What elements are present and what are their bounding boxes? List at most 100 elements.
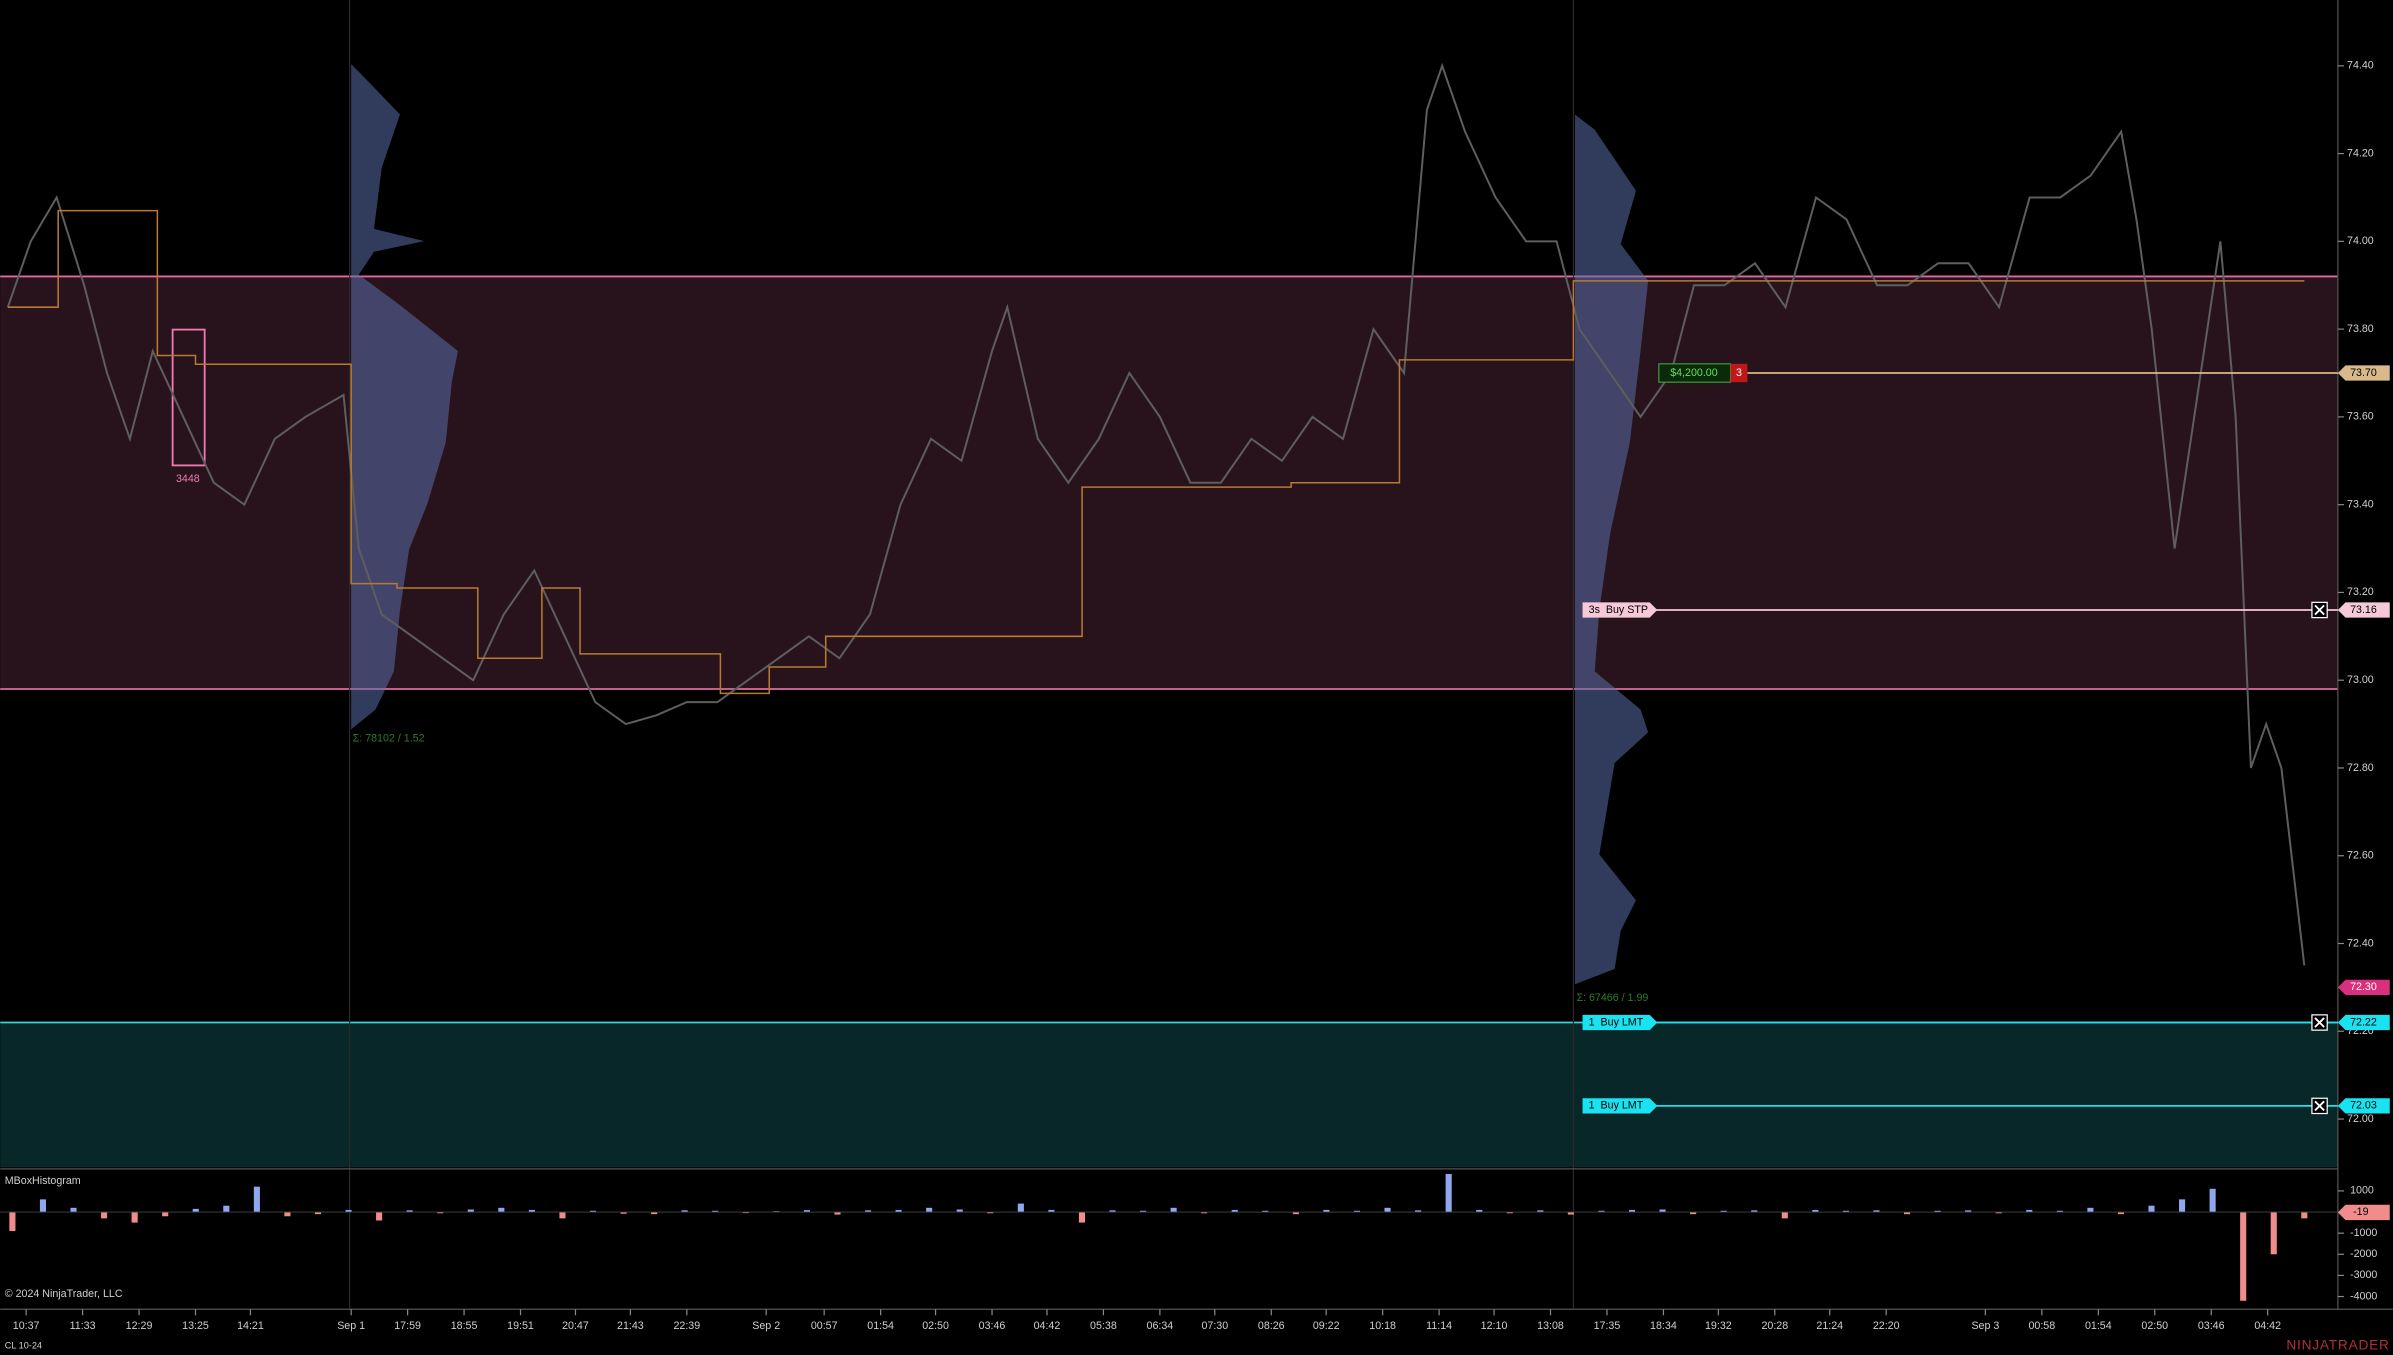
histogram-bar (926, 1207, 933, 1213)
x-tick-label: 11:14 (1426, 1320, 1452, 1332)
x-tick-label: 04:42 (1034, 1320, 1061, 1332)
histogram-bar (2087, 1207, 2094, 1213)
histogram-bar (864, 1210, 872, 1213)
qty-label: 3 (1736, 367, 1742, 379)
histogram-bar (2056, 1210, 2063, 1213)
y-tick-label: 74.20 (2347, 147, 2374, 159)
histogram-bar (498, 1207, 505, 1213)
histogram-bar (1598, 1210, 1605, 1213)
histogram-bar (1262, 1210, 1269, 1213)
indicator-tag-label: -19 (2353, 1206, 2368, 1218)
order-label-box (1582, 1098, 1658, 1114)
histogram-bar (1873, 1210, 1880, 1213)
order-label-box (1582, 602, 1658, 618)
x-tick-label: 01:54 (867, 1320, 894, 1332)
qty-box (1730, 363, 1748, 383)
histogram-bar (314, 1212, 322, 1215)
histogram-bar (1903, 1212, 1911, 1215)
histogram-bar (467, 1209, 474, 1213)
histogram-bar (2117, 1212, 2125, 1215)
y-tick-label: 74.00 (2347, 235, 2374, 247)
histogram-bar (1995, 1212, 2002, 1214)
price-tag (2337, 1014, 2390, 1031)
y-tick-label: 73.20 (2347, 586, 2374, 598)
histogram-bar (253, 1186, 260, 1213)
x-tick-label: 20:28 (1761, 1320, 1788, 1332)
indicator-tag (2337, 1204, 2390, 1221)
histogram-bar (1812, 1209, 1819, 1213)
box-annotation: 3448 (176, 473, 200, 485)
x-tick-label: Sep 1 (337, 1320, 365, 1332)
indicator-title: MBoxHistogram (5, 1175, 81, 1187)
pnl-label: $4,200.00 (1670, 367, 1718, 379)
histogram-bar (742, 1212, 749, 1214)
x-tick-label: 04:42 (2254, 1320, 2281, 1332)
histogram-bar (1720, 1210, 1727, 1213)
histogram-bar (406, 1210, 413, 1213)
histogram-bar (956, 1209, 963, 1213)
x-tick-label: 14:21 (237, 1320, 264, 1332)
histogram-bar (2148, 1205, 2155, 1213)
x-tick-label: Sep 2 (752, 1320, 780, 1332)
cancel-icon (2314, 604, 2325, 616)
x-tick-label: 00:58 (2028, 1320, 2055, 1332)
x-tick-label: 13:25 (182, 1320, 209, 1332)
price-line (6, 62, 2306, 966)
histogram-bar (131, 1212, 138, 1223)
histogram-bar (834, 1212, 841, 1215)
histogram-bar (1292, 1212, 1299, 1215)
cancel-icon (2314, 1100, 2325, 1112)
price-tag-label: 73.70 (2350, 367, 2377, 379)
y-tick-label: 73.60 (2347, 411, 2374, 423)
histogram-bar (1201, 1212, 1208, 1214)
histogram-bar (1323, 1209, 1330, 1213)
histogram-bar (1628, 1209, 1636, 1213)
histogram-bar (681, 1210, 688, 1213)
x-tick-label: 22:20 (1873, 1320, 1900, 1332)
histogram-bar (1445, 1174, 1452, 1213)
x-tick-label: 11:33 (70, 1320, 96, 1332)
histogram-bar (2301, 1212, 2308, 1219)
x-tick-label: 02:50 (2141, 1320, 2168, 1332)
x-tick-label: 12:10 (1481, 1320, 1508, 1332)
profile-sum: Σ: 67466 / 1.99 (1576, 992, 1648, 1004)
histogram-bar (1140, 1210, 1147, 1213)
histogram-bar (895, 1209, 902, 1213)
order-label: 3s Buy STP (1589, 604, 1648, 616)
histogram-bar (1659, 1209, 1666, 1213)
order-label: 1 Buy LMT (1589, 1016, 1644, 1028)
zone (0, 1022, 2338, 1168)
x-tick-label: 03:46 (2198, 1320, 2225, 1332)
histogram-bar (1109, 1210, 1116, 1213)
histogram-bar (1567, 1212, 1574, 1215)
price-tag-label: 72.30 (2350, 981, 2377, 993)
price-tag (2337, 979, 2390, 996)
x-tick-label: 20:47 (562, 1320, 589, 1332)
x-tick-label: 06:34 (1147, 1320, 1174, 1332)
histogram-bar (1965, 1210, 1972, 1213)
histogram-bar (70, 1207, 77, 1213)
y-tick-label: 73.40 (2347, 498, 2374, 510)
x-tick-label: 17:59 (394, 1320, 421, 1332)
x-tick-label: 17:35 (1594, 1320, 1621, 1332)
volume-profile (351, 64, 458, 730)
x-tick-label: 02:50 (922, 1320, 949, 1332)
volume-profile (1574, 114, 1649, 985)
histogram-bar (1476, 1209, 1483, 1213)
histogram-bar (1078, 1212, 1086, 1223)
histogram-bar (1384, 1207, 1391, 1213)
price-tag (2337, 365, 2390, 381)
x-tick-label: 22:39 (673, 1320, 700, 1332)
histogram-bar (223, 1205, 230, 1213)
price-tag (2337, 1098, 2390, 1114)
x-tick-label: 13:08 (1537, 1320, 1564, 1332)
x-tick-label: 21:43 (617, 1320, 644, 1332)
x-tick-label: 21:24 (1816, 1320, 1843, 1332)
histogram-bar (987, 1212, 994, 1214)
histogram-bar (651, 1212, 658, 1215)
copyright: © 2024 NinjaTrader, LLC (5, 1288, 123, 1300)
histogram-bar (1537, 1210, 1544, 1213)
y-tick-label: 73.00 (2347, 674, 2374, 686)
histogram-bar (2270, 1212, 2277, 1255)
